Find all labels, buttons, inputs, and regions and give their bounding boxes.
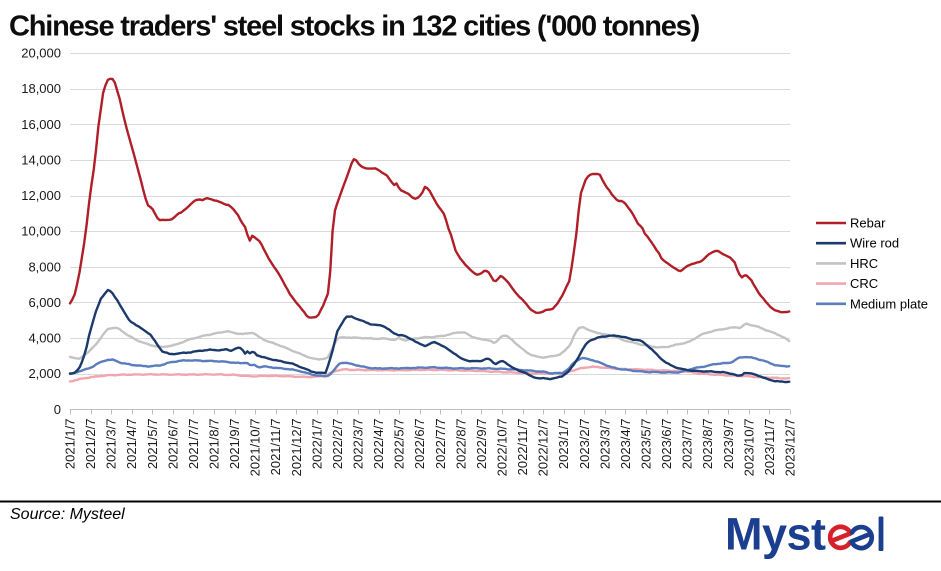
svg-text:2023/9/7: 2023/9/7: [721, 419, 736, 470]
svg-text:2021/4/7: 2021/4/7: [124, 419, 139, 470]
svg-text:2021/3/7: 2021/3/7: [104, 419, 119, 470]
svg-text:2023/2/7: 2023/2/7: [577, 419, 592, 470]
svg-text:2021/7/7: 2021/7/7: [186, 419, 201, 470]
svg-text:8,000: 8,000: [28, 259, 61, 274]
svg-text:2022/3/7: 2022/3/7: [351, 419, 366, 470]
svg-text:2021/2/7: 2021/2/7: [83, 419, 98, 470]
svg-text:Chinese traders' steel stocks: Chinese traders' steel stocks in 132 cit…: [9, 11, 700, 43]
svg-text:2022/12/7: 2022/12/7: [536, 419, 551, 477]
svg-text:2023/6/7: 2023/6/7: [659, 419, 674, 470]
svg-text:20,000: 20,000: [21, 46, 61, 61]
svg-text:12,000: 12,000: [21, 188, 61, 203]
svg-text:2022/4/7: 2022/4/7: [371, 419, 386, 470]
svg-text:2023/10/7: 2023/10/7: [741, 419, 756, 477]
svg-text:16,000: 16,000: [21, 117, 61, 132]
svg-text:Myst: Myst: [725, 509, 826, 560]
svg-text:2023/1/7: 2023/1/7: [556, 419, 571, 470]
svg-text:2022/2/7: 2022/2/7: [330, 419, 345, 470]
svg-text:2023/4/7: 2023/4/7: [618, 419, 633, 470]
svg-text:2023/3/7: 2023/3/7: [597, 419, 612, 470]
svg-text:2022/10/7: 2022/10/7: [495, 419, 510, 477]
svg-text:2022/6/7: 2022/6/7: [412, 419, 427, 470]
svg-text:0: 0: [54, 402, 61, 417]
svg-text:2021/9/7: 2021/9/7: [227, 419, 242, 470]
svg-text:CRC: CRC: [850, 276, 878, 291]
svg-text:2021/6/7: 2021/6/7: [165, 419, 180, 470]
svg-text:Source: Mysteel: Source: Mysteel: [10, 506, 125, 523]
svg-text:Wire rod: Wire rod: [850, 236, 899, 251]
svg-text:2021/5/7: 2021/5/7: [145, 419, 160, 470]
svg-text:2021/8/7: 2021/8/7: [207, 419, 222, 470]
svg-text:6,000: 6,000: [28, 295, 61, 310]
svg-text:2022/5/7: 2022/5/7: [392, 419, 407, 470]
svg-text:Medium plate: Medium plate: [850, 296, 928, 311]
svg-text:2022/7/7: 2022/7/7: [433, 419, 448, 470]
svg-text:2023/8/7: 2023/8/7: [700, 419, 715, 470]
svg-text:HRC: HRC: [850, 256, 878, 271]
svg-text:2023/5/7: 2023/5/7: [639, 419, 654, 470]
svg-text:2021/10/7: 2021/10/7: [248, 419, 263, 477]
svg-text:14,000: 14,000: [21, 152, 61, 167]
svg-text:2021/11/7: 2021/11/7: [268, 419, 283, 476]
svg-text:18,000: 18,000: [21, 81, 61, 96]
svg-text:2022/9/7: 2022/9/7: [474, 419, 489, 470]
svg-text:4,000: 4,000: [28, 331, 61, 346]
svg-text:2023/12/7: 2023/12/7: [783, 419, 798, 477]
svg-text:2022/11/7: 2022/11/7: [515, 419, 530, 476]
svg-text:Rebar: Rebar: [850, 216, 886, 231]
svg-text:10,000: 10,000: [21, 224, 61, 239]
svg-text:2021/12/7: 2021/12/7: [289, 419, 304, 477]
svg-text:2023/7/7: 2023/7/7: [680, 419, 695, 470]
svg-text:2021/1/7: 2021/1/7: [63, 419, 78, 470]
svg-text:2022/1/7: 2022/1/7: [309, 419, 324, 470]
svg-text:2023/11/7: 2023/11/7: [762, 419, 777, 476]
svg-text:2,000: 2,000: [28, 366, 61, 381]
svg-text:2022/8/7: 2022/8/7: [453, 419, 468, 470]
